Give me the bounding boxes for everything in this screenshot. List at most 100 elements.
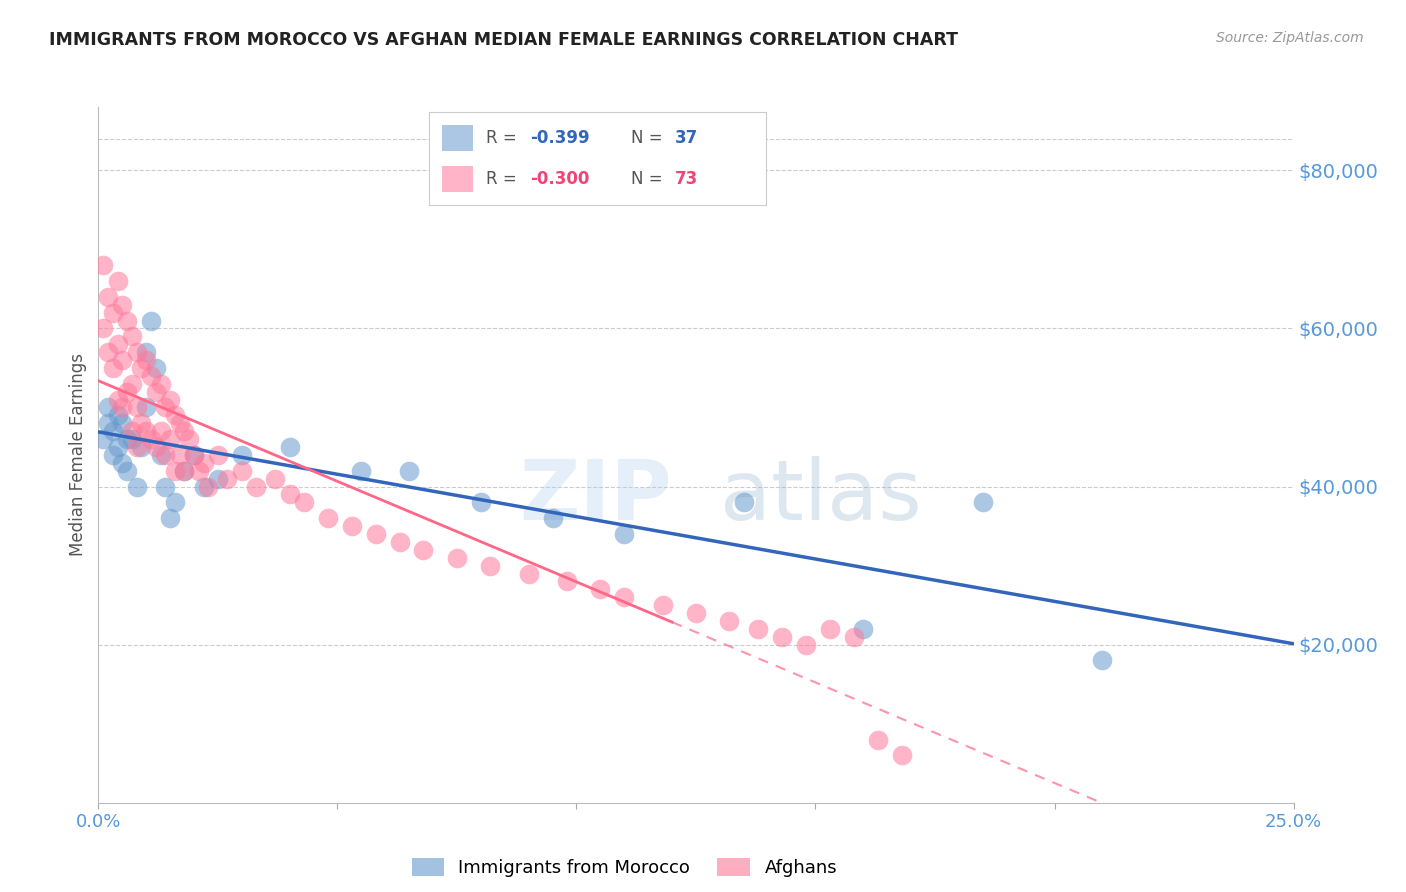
Point bbox=[685, 606, 707, 620]
Point bbox=[145, 361, 167, 376]
Point bbox=[155, 448, 177, 462]
Y-axis label: Median Female Earnings: Median Female Earnings bbox=[69, 353, 87, 557]
Point bbox=[316, 511, 339, 525]
FancyBboxPatch shape bbox=[443, 125, 472, 151]
FancyBboxPatch shape bbox=[443, 166, 472, 192]
Text: 73: 73 bbox=[675, 170, 699, 188]
Point bbox=[350, 464, 373, 478]
Point bbox=[101, 448, 124, 462]
Point bbox=[111, 353, 134, 368]
Text: N =: N = bbox=[631, 170, 668, 188]
Point bbox=[733, 495, 755, 509]
Point bbox=[135, 353, 157, 368]
Point bbox=[111, 456, 134, 470]
Point bbox=[159, 392, 181, 407]
Point bbox=[125, 401, 148, 415]
Point bbox=[179, 432, 201, 446]
Point bbox=[292, 495, 315, 509]
Point bbox=[115, 464, 138, 478]
Point bbox=[121, 329, 143, 343]
Point bbox=[131, 440, 153, 454]
Point bbox=[842, 630, 865, 644]
Point bbox=[278, 440, 301, 454]
Point bbox=[747, 622, 769, 636]
Point bbox=[470, 495, 492, 509]
Point bbox=[131, 361, 153, 376]
Point bbox=[155, 479, 177, 493]
Point bbox=[412, 542, 434, 557]
Point bbox=[97, 417, 120, 431]
Point bbox=[231, 464, 253, 478]
Point bbox=[193, 456, 215, 470]
Point bbox=[101, 305, 124, 319]
Text: 37: 37 bbox=[675, 128, 699, 146]
Point bbox=[111, 298, 134, 312]
Point bbox=[173, 464, 195, 478]
Point bbox=[101, 361, 124, 376]
Point bbox=[139, 368, 162, 383]
Point bbox=[340, 519, 363, 533]
Point bbox=[107, 274, 129, 288]
Point bbox=[541, 511, 564, 525]
Point bbox=[91, 258, 114, 272]
Point bbox=[479, 558, 502, 573]
Point bbox=[155, 401, 177, 415]
Text: -0.399: -0.399 bbox=[530, 128, 589, 146]
Point bbox=[163, 464, 186, 478]
Point bbox=[107, 440, 129, 454]
Point bbox=[97, 345, 120, 359]
Point bbox=[651, 598, 673, 612]
Point bbox=[115, 384, 138, 399]
Point bbox=[115, 313, 138, 327]
Point bbox=[364, 527, 387, 541]
Point bbox=[613, 527, 636, 541]
Point bbox=[517, 566, 540, 581]
Point bbox=[890, 748, 912, 763]
Text: R =: R = bbox=[486, 128, 522, 146]
Point bbox=[1091, 653, 1114, 667]
Text: N =: N = bbox=[631, 128, 668, 146]
Point bbox=[217, 472, 239, 486]
Point bbox=[818, 622, 841, 636]
Point bbox=[173, 424, 195, 438]
Point bbox=[159, 511, 181, 525]
Text: ZIP: ZIP bbox=[520, 456, 672, 537]
Point bbox=[193, 479, 215, 493]
Point bbox=[125, 440, 148, 454]
Point bbox=[183, 448, 205, 462]
Point bbox=[135, 424, 157, 438]
Point bbox=[91, 321, 114, 335]
Point bbox=[121, 424, 143, 438]
Point bbox=[135, 401, 157, 415]
Point bbox=[446, 550, 468, 565]
Text: R =: R = bbox=[486, 170, 522, 188]
Legend: Immigrants from Morocco, Afghans: Immigrants from Morocco, Afghans bbox=[405, 850, 844, 884]
Point bbox=[163, 409, 186, 423]
Point bbox=[139, 432, 162, 446]
Point bbox=[145, 440, 167, 454]
Point bbox=[139, 313, 162, 327]
Point bbox=[972, 495, 994, 509]
Point bbox=[231, 448, 253, 462]
Point bbox=[169, 448, 191, 462]
Point bbox=[97, 290, 120, 304]
Point bbox=[207, 448, 229, 462]
Point bbox=[187, 464, 209, 478]
Point bbox=[145, 384, 167, 399]
Point bbox=[115, 432, 138, 446]
Point bbox=[149, 376, 172, 391]
Point bbox=[388, 535, 411, 549]
Point bbox=[101, 424, 124, 438]
Point bbox=[149, 448, 172, 462]
Point bbox=[131, 417, 153, 431]
Point bbox=[183, 448, 205, 462]
Point bbox=[125, 479, 148, 493]
Text: Source: ZipAtlas.com: Source: ZipAtlas.com bbox=[1216, 31, 1364, 45]
Point bbox=[111, 401, 134, 415]
Point bbox=[245, 479, 267, 493]
Point bbox=[264, 472, 287, 486]
Point bbox=[121, 432, 143, 446]
Text: -0.300: -0.300 bbox=[530, 170, 589, 188]
Point bbox=[91, 432, 114, 446]
Point bbox=[555, 574, 578, 589]
